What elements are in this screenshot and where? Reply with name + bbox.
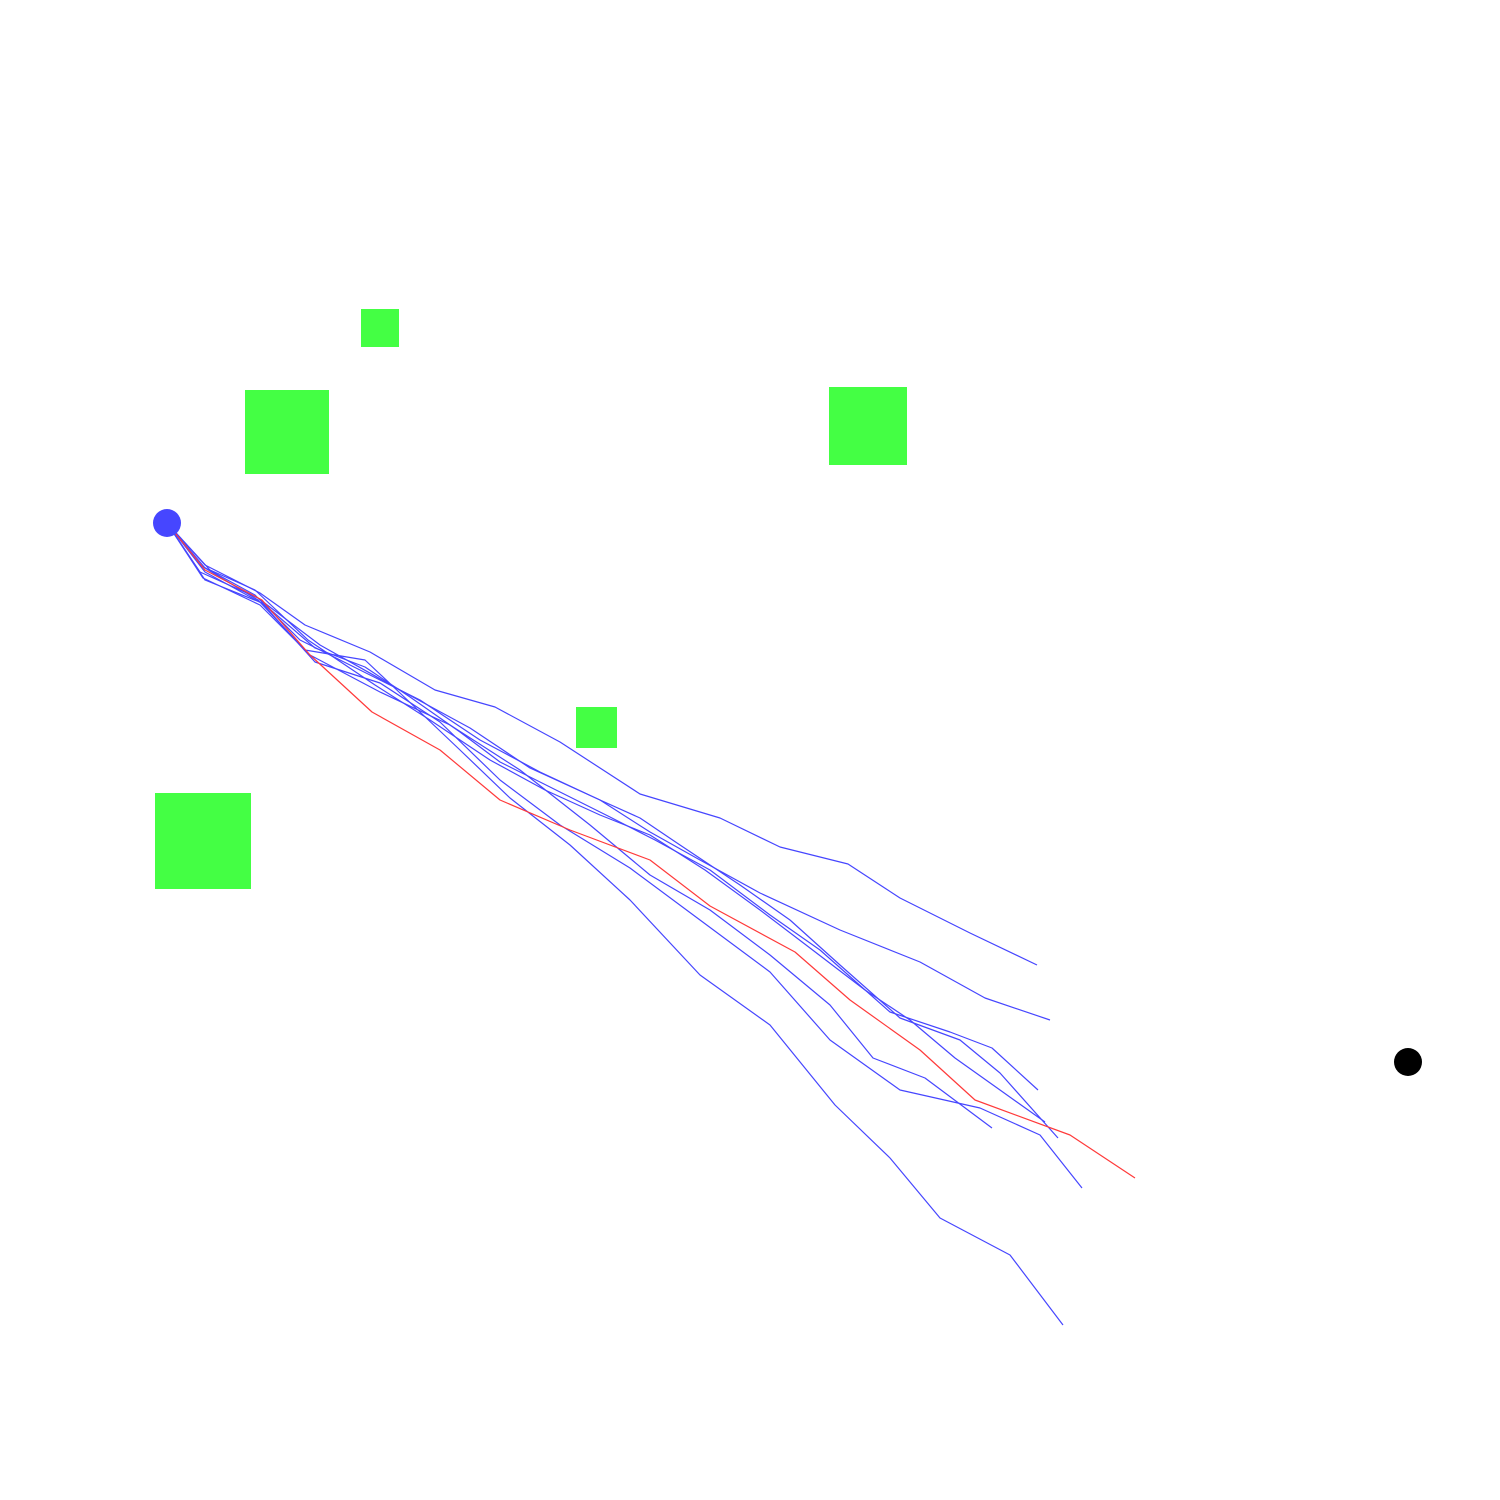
start-point	[153, 509, 181, 537]
obstacle-large-left-upper	[245, 390, 329, 474]
candidate-path	[166, 522, 1064, 1326]
obstacle-large-left-lower	[155, 793, 251, 889]
obstacles	[155, 309, 907, 889]
candidate-path	[166, 522, 993, 1129]
best-path	[166, 522, 1136, 1179]
candidate-path	[166, 522, 1059, 1139]
goal-point	[1394, 1048, 1422, 1076]
candidate-path	[166, 522, 1039, 1091]
obstacle-small-center	[576, 707, 617, 748]
candidate-path	[166, 522, 1038, 966]
candidate-path	[166, 522, 1046, 1123]
obstacle-large-right-upper	[829, 387, 907, 465]
obstacle-small-top	[361, 309, 399, 347]
candidate-paths	[166, 522, 1083, 1326]
